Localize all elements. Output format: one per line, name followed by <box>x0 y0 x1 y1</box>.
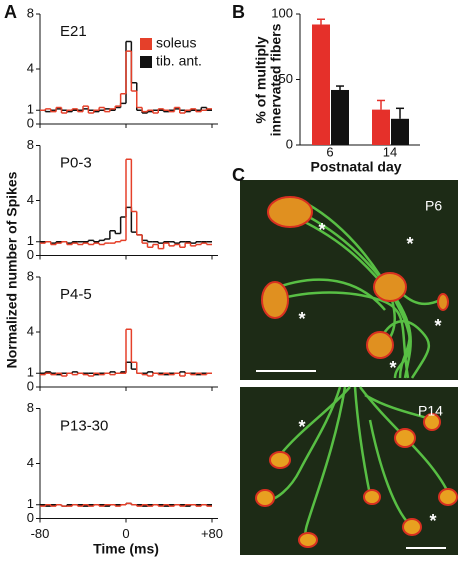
micrograph-p6 <box>240 180 458 380</box>
y-tick-label: 0 <box>286 136 293 151</box>
y-tick-label: 1 <box>27 102 34 117</box>
y-axis-label: innervated fibers <box>268 23 284 136</box>
y-tick-label: 8 <box>27 400 34 415</box>
asterisk-marker: * <box>389 358 396 378</box>
x-tick-label: 6 <box>326 144 333 159</box>
y-tick-label: 0 <box>27 247 34 262</box>
y-tick-label: 50 <box>279 71 293 86</box>
x-tick-label: 14 <box>383 144 397 159</box>
y-axis-label: Normalized number of Spikes <box>4 171 20 368</box>
y-tick-label: 0 <box>27 510 34 525</box>
subplot-title: E21 <box>60 23 87 40</box>
panel-label: A <box>4 2 17 22</box>
panel-label: C <box>232 165 245 185</box>
x-tick-label: 0 <box>122 526 129 541</box>
x-tick-label: -80 <box>31 526 50 541</box>
y-axis-label: % of multiply <box>253 36 269 123</box>
y-tick-label: 4 <box>27 192 34 207</box>
y-tick-label: 100 <box>271 5 293 20</box>
y-tick-label: 4 <box>27 323 34 338</box>
y-tick-label: 8 <box>27 137 34 152</box>
panel-label: B <box>232 2 245 22</box>
bar <box>312 24 330 146</box>
bar <box>372 109 390 145</box>
legend-swatch <box>140 38 152 50</box>
x-axis-label: Time (ms) <box>93 541 159 557</box>
asterisk-marker: * <box>406 234 413 254</box>
y-tick-label: 8 <box>27 268 34 283</box>
bar <box>331 89 349 145</box>
y-tick-label: 4 <box>27 455 34 470</box>
asterisk-marker: * <box>298 309 305 329</box>
y-tick-label: 1 <box>27 233 34 248</box>
asterisk-marker: * <box>434 316 441 336</box>
image-label: P6 <box>425 198 442 214</box>
subplot-title: P0-3 <box>60 154 92 171</box>
legend-swatch <box>140 56 152 68</box>
asterisk-marker: * <box>298 417 305 437</box>
y-tick-label: 8 <box>27 5 34 20</box>
x-tick-label: +80 <box>201 526 223 541</box>
legend-label: soleus <box>156 35 196 51</box>
legend-label: tib. ant. <box>156 53 202 69</box>
image-label: P14 <box>418 403 443 419</box>
y-tick-label: 1 <box>27 496 34 511</box>
subplot-title: P4-5 <box>60 286 92 303</box>
x-axis-label: Postnatal day <box>310 159 401 175</box>
subplot-title: P13-30 <box>60 417 108 434</box>
y-tick-label: 1 <box>27 365 34 380</box>
asterisk-marker: * <box>318 220 325 240</box>
bar <box>391 118 409 145</box>
asterisk-marker: * <box>429 511 436 531</box>
y-tick-label: 4 <box>27 60 34 75</box>
y-tick-label: 0 <box>27 115 34 130</box>
y-tick-label: 0 <box>27 378 34 393</box>
micrograph-p14 <box>240 386 458 555</box>
